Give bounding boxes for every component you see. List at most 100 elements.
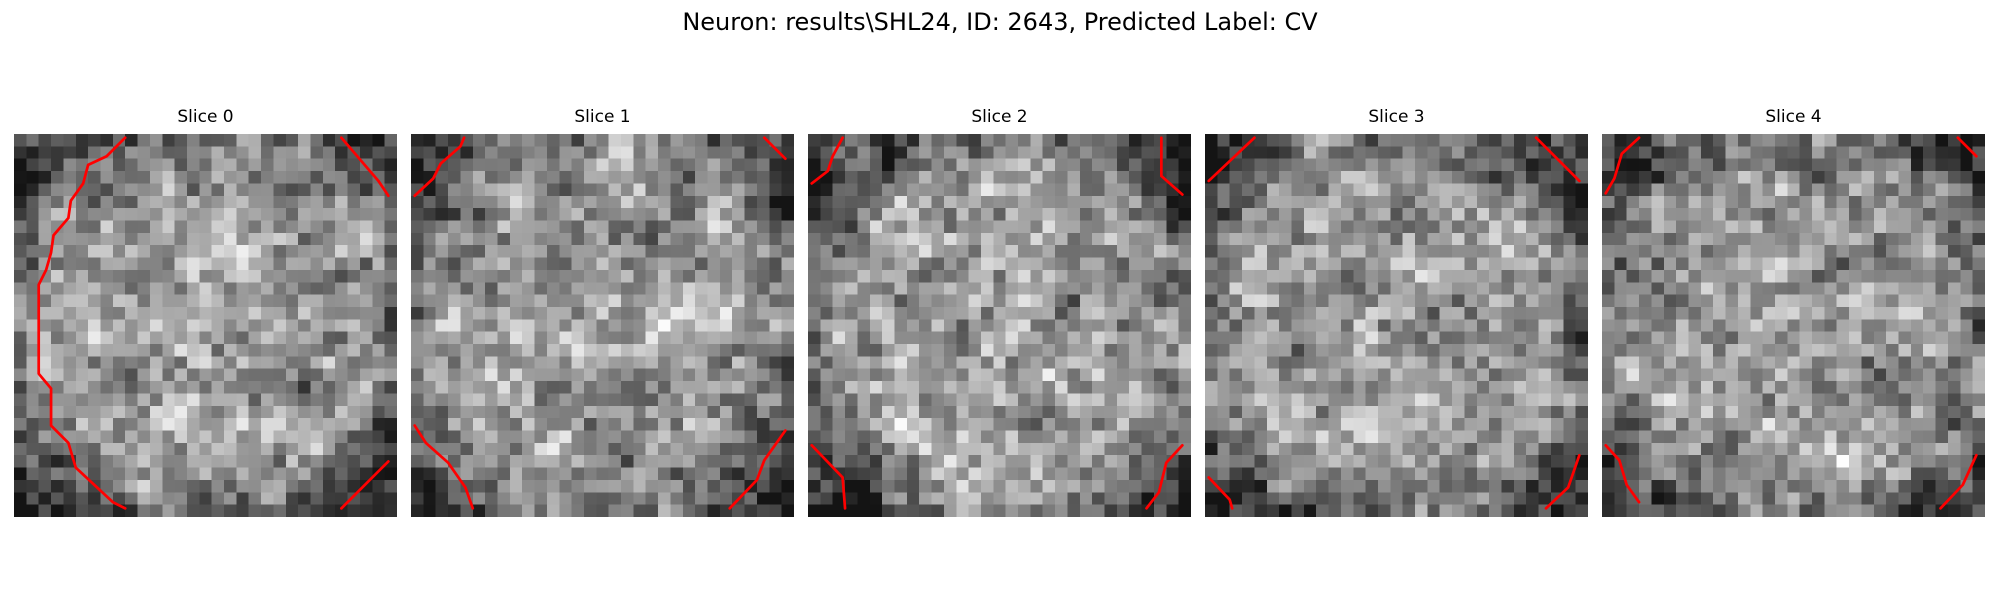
pixel (621, 134, 634, 147)
pixel (781, 393, 794, 407)
pixel (1291, 257, 1305, 271)
pixel (894, 146, 908, 159)
pixel (1898, 479, 1912, 493)
pixel (174, 269, 188, 283)
pixel (372, 467, 385, 481)
pixel (347, 430, 361, 444)
pixel (1427, 232, 1440, 246)
pixel (980, 504, 994, 517)
pixel (1229, 381, 1243, 394)
pixel (1365, 183, 1379, 197)
pixel (546, 442, 560, 456)
pixel (857, 269, 871, 283)
pixel (509, 356, 523, 369)
pixel (968, 504, 982, 517)
pixel (236, 171, 249, 184)
pixel (384, 208, 397, 221)
pixel (137, 368, 151, 382)
pixel (448, 269, 461, 283)
pixel (1129, 245, 1142, 258)
pixel (1390, 220, 1403, 234)
pixel (51, 479, 64, 493)
pixel (882, 306, 895, 320)
slice-image (411, 134, 794, 517)
pixel (112, 381, 126, 394)
pixel (1935, 294, 1949, 308)
pixel (1849, 220, 1862, 234)
pixel (769, 220, 782, 234)
pixel (1402, 232, 1416, 246)
pixel (1550, 269, 1564, 283)
pixel (943, 479, 957, 493)
pixel (756, 430, 770, 444)
pixel (199, 455, 212, 468)
pixel (1836, 430, 1850, 444)
pixel (857, 282, 871, 295)
pixel (1489, 183, 1502, 197)
pixel (1464, 306, 1478, 320)
pixel (509, 344, 523, 357)
pixel (411, 479, 424, 493)
pixel (732, 393, 745, 407)
pixel (1824, 381, 1837, 394)
pixel (1229, 455, 1243, 468)
pixel (1402, 356, 1416, 369)
pixel (1427, 208, 1440, 221)
pixel (322, 381, 336, 394)
pixel (919, 134, 932, 147)
pixel (1030, 381, 1043, 394)
pixel (869, 183, 883, 197)
pixel (1861, 442, 1875, 456)
pixel (224, 393, 237, 407)
pixel (645, 356, 659, 369)
pixel (1079, 257, 1093, 271)
pixel (435, 183, 449, 197)
pixel (1340, 418, 1354, 431)
pixel (1266, 158, 1280, 172)
pixel (1787, 269, 1800, 283)
pixel (1030, 479, 1043, 493)
pixel (384, 269, 397, 283)
pixel (559, 504, 572, 517)
pixel (1960, 294, 1973, 308)
pixel (1153, 195, 1167, 209)
pixel (943, 171, 957, 184)
pixel (993, 442, 1006, 456)
pixel (857, 381, 871, 394)
pixel (1452, 232, 1465, 246)
pixel (1303, 282, 1317, 295)
pixel (186, 220, 200, 234)
pixel (1787, 319, 1800, 332)
pixel (820, 208, 833, 221)
pixel (744, 331, 758, 345)
pixel (894, 356, 908, 369)
pixel (1700, 183, 1714, 197)
pixel (1178, 331, 1191, 345)
pixel (1774, 257, 1788, 271)
pixel (1055, 455, 1068, 468)
pixel (1750, 492, 1763, 505)
pixel (645, 319, 659, 332)
pixel (1242, 208, 1255, 221)
pixel (882, 294, 895, 308)
pixel (199, 368, 212, 382)
pixel (1910, 455, 1924, 468)
pixel (1005, 306, 1019, 320)
pixel (546, 232, 560, 246)
pixel (1104, 158, 1118, 172)
pixel (1439, 183, 1453, 197)
pixel (1725, 158, 1739, 172)
pixel (1639, 257, 1652, 271)
pixel (1055, 134, 1068, 147)
pixel (1067, 208, 1081, 221)
pixel (1217, 220, 1230, 234)
pixel (956, 504, 969, 517)
pixel (1129, 442, 1142, 456)
pixel (1303, 183, 1317, 197)
pixel (1614, 245, 1627, 258)
pixel (645, 418, 659, 431)
pixel (1676, 356, 1689, 369)
pixel (1427, 183, 1440, 197)
pixel (1898, 245, 1912, 258)
pixel (943, 245, 957, 258)
